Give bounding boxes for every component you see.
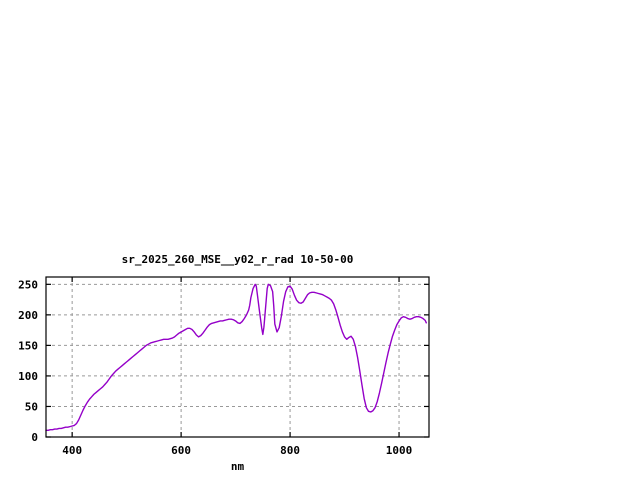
axes-frame	[45, 276, 430, 438]
y-tick-labels: 0 50 100 150 200 250	[18, 278, 38, 444]
y-tick-label: 250	[18, 278, 38, 291]
x-tick-labels: 400 600 800 1000	[62, 444, 412, 457]
chart-title: sr_2025_260_MSE__y02_r_rad 10-50-00	[122, 253, 354, 266]
plot-frame-rect	[45, 276, 430, 438]
y-tick-label: 0	[31, 431, 38, 444]
y-tick-label: 50	[25, 400, 38, 413]
x-tick-label: 800	[280, 444, 300, 457]
y-tick-label: 100	[18, 370, 38, 383]
data-series-line	[45, 283, 427, 431]
y-tick-label: 150	[18, 339, 38, 352]
x-tick-label: 1000	[386, 444, 413, 457]
grid-lines	[46, 277, 429, 437]
x-axis-label: nm	[231, 460, 245, 473]
x-tick-label: 600	[171, 444, 191, 457]
axis-ticks	[46, 277, 429, 438]
y-tick-label: 200	[18, 309, 38, 322]
plot-area	[45, 283, 427, 431]
x-tick-label: 400	[62, 444, 82, 457]
